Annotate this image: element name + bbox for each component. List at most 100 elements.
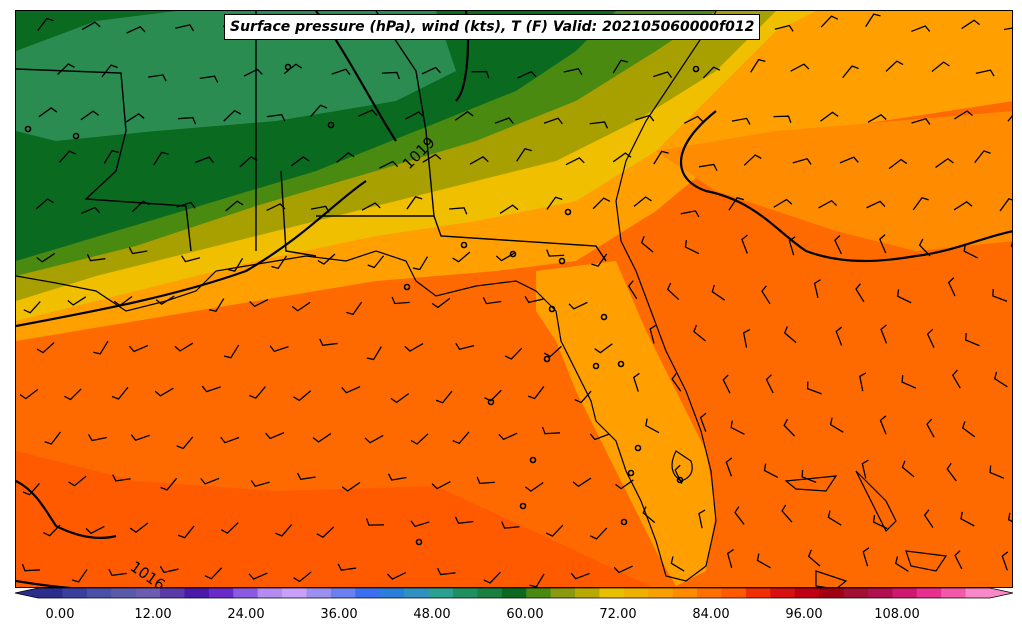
wind-barb <box>361 202 381 211</box>
wind-barb <box>81 206 101 214</box>
wind-barb <box>67 296 87 306</box>
wind-barb <box>35 198 54 210</box>
colorbar-cell <box>721 588 747 598</box>
wind-barb <box>951 369 961 389</box>
wind-barb <box>570 572 590 580</box>
colorbar-tick: 72.00 <box>599 607 637 622</box>
wind-barb <box>790 63 810 72</box>
wind-barb <box>615 479 634 490</box>
wind-barb <box>265 432 285 440</box>
wind-barb <box>249 298 269 308</box>
wind-barb <box>783 418 796 437</box>
wind-barb <box>271 255 288 270</box>
wind-barb <box>128 344 149 353</box>
wind-barb <box>880 324 888 344</box>
wind-barb <box>364 434 384 444</box>
colorbar-tick: 24.00 <box>227 607 265 622</box>
colorbar-cell <box>452 588 478 598</box>
wind-barb <box>807 549 821 567</box>
colorbar-cell <box>672 588 698 598</box>
wind-barb <box>291 301 311 312</box>
wind-barb <box>728 197 745 211</box>
map-title: Surface pressure (hPa), wind (kts), T (F… <box>224 14 761 40</box>
wind-barb <box>859 372 867 392</box>
wind-barb <box>200 477 220 485</box>
wind-barb <box>449 207 468 215</box>
wind-barb <box>130 434 150 442</box>
wind-barb <box>702 66 721 79</box>
wind-barb <box>227 257 244 272</box>
colorbar-cell <box>599 588 625 598</box>
wind-barb <box>674 464 683 484</box>
wind-barb <box>108 568 127 577</box>
wind-barb <box>861 459 869 479</box>
wind-barb <box>81 21 101 31</box>
temperature-map: 1019 1016 <box>16 11 1012 587</box>
green-light-patch <box>16 11 456 141</box>
wind-barb <box>901 460 915 478</box>
colorbar-cell <box>184 588 210 598</box>
colorbar-cell <box>941 588 967 598</box>
wind-barb <box>177 116 197 125</box>
wind-barb <box>911 25 931 33</box>
florida-land <box>536 261 716 586</box>
colorbar-cell <box>892 588 918 598</box>
wind-barb <box>249 386 266 399</box>
colorbar-cell <box>86 588 112 598</box>
wind-barb <box>591 253 608 267</box>
wind-barb <box>999 198 1012 212</box>
wind-barb <box>589 433 610 441</box>
wind-barb <box>842 65 859 79</box>
wind-barb <box>750 58 766 73</box>
wind-barb <box>482 297 502 305</box>
wind-barb <box>128 246 148 255</box>
wind-barb <box>36 252 56 263</box>
wind-barb <box>239 156 258 168</box>
colorbar-cell <box>794 588 820 598</box>
colorbar-cell <box>330 588 356 598</box>
colorbar-cell <box>160 588 185 598</box>
colorbar-cell <box>306 588 332 598</box>
colorbar-cell <box>208 588 234 598</box>
colorbar-cell <box>428 588 454 598</box>
wind-barb <box>612 152 632 163</box>
wind-barb <box>589 121 609 129</box>
wind-barb <box>405 111 425 120</box>
wind-barb <box>820 15 839 28</box>
wind-barb <box>781 504 793 523</box>
wind-barb <box>1003 27 1012 31</box>
wind-barb <box>820 111 839 122</box>
wind-barb <box>155 295 175 305</box>
wind-barb <box>504 347 523 360</box>
wind-barb <box>126 25 146 34</box>
wind-barb <box>1010 241 1012 248</box>
wind-barb <box>85 525 105 535</box>
wind-barb <box>381 71 400 80</box>
wind-barb <box>773 115 792 123</box>
wind-barb <box>410 520 430 528</box>
colorbar-cell <box>745 588 771 598</box>
wind-barb <box>961 421 976 438</box>
wind-barb <box>516 147 532 162</box>
wind-barb <box>80 110 100 121</box>
wind-barb <box>960 511 975 527</box>
wind-barb <box>454 516 474 525</box>
wind-barb <box>734 506 745 525</box>
wind-barb <box>484 389 502 402</box>
wind-barb <box>698 509 706 529</box>
wind-barb <box>693 324 707 342</box>
wind-barb <box>154 387 174 397</box>
wind-barb <box>160 477 178 491</box>
wind-barb <box>312 432 332 443</box>
atlantic-orange-patch <box>656 111 1012 251</box>
wind-barb <box>725 457 733 477</box>
wind-barb <box>524 295 544 304</box>
wind-barb <box>954 550 963 570</box>
wind-barb <box>23 301 41 314</box>
yellow-temp-band <box>16 11 1012 321</box>
wind-barb <box>366 346 382 361</box>
wind-barb <box>293 390 312 402</box>
colorbar-cell <box>282 588 308 598</box>
wind-barb <box>275 524 293 537</box>
wind-barb <box>741 234 748 254</box>
